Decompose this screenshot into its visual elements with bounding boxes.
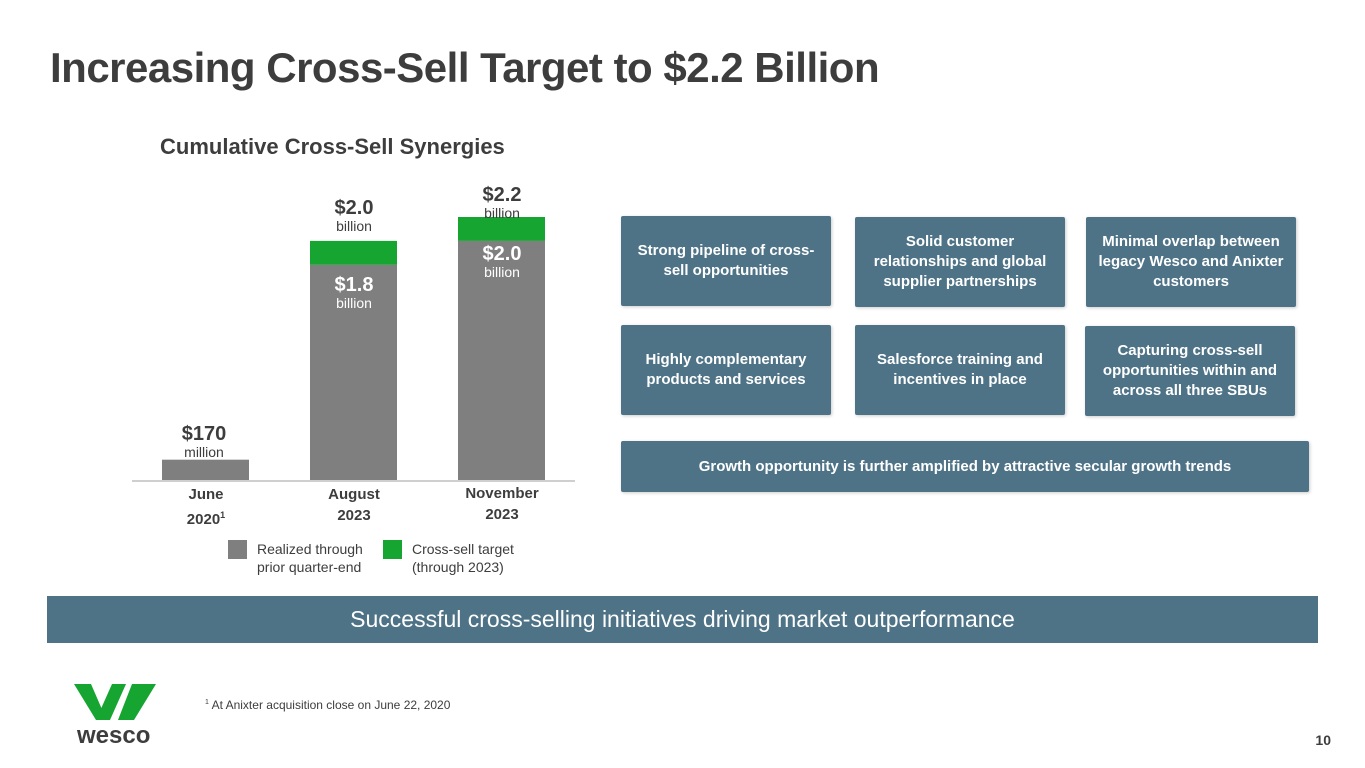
category-label-june: June 20201 (186, 486, 226, 528)
legend-item-target: Cross-sell target (through 2023) (383, 540, 532, 576)
legend-label-target: Cross-sell target (through 2023) (412, 541, 514, 575)
legend-swatch-realized (228, 540, 247, 559)
info-box-customer-relationships: Solid customer relationships and global … (855, 217, 1065, 307)
bar-total-label-june: $170 million (181, 423, 227, 460)
bar-total-label-august: $2.0 billion (334, 197, 374, 234)
info-box-salesforce-training: Salesforce training and incentives in pl… (855, 325, 1065, 415)
bar-realized-2 (458, 240, 545, 480)
info-box-capturing-opportunities: Capturing cross-sell opportunities withi… (1085, 326, 1295, 416)
page-number: 10 (1315, 732, 1331, 748)
info-box-complementary-products: Highly complementary products and servic… (621, 325, 831, 415)
legend-item-realized: Realized through prior quarter-end (228, 540, 377, 576)
chart-title: Cumulative Cross-Sell Synergies (160, 134, 505, 159)
bar-realized-0 (162, 459, 249, 480)
bar-target-1 (310, 240, 397, 265)
bar-realized-1 (310, 264, 397, 480)
category-label-august: August 2023 (328, 486, 380, 524)
bar-inner-label-november: $2.0 billion (482, 243, 522, 280)
legend-label-realized: Realized through prior quarter-end (257, 541, 363, 575)
info-box-minimal-overlap: Minimal overlap between legacy Wesco and… (1086, 217, 1296, 307)
category-label-november: November 2023 (465, 485, 539, 523)
wesco-logo-icon (74, 684, 156, 720)
slide-title: Increasing Cross-Sell Target to $2.2 Bil… (50, 44, 880, 91)
bar-target-2 (458, 217, 545, 241)
summary-banner: Successful cross-selling initiatives dri… (47, 596, 1318, 643)
wesco-logo-text: wesco (77, 722, 151, 749)
info-box-strong-pipeline: Strong pipeline of cross-sell opportunit… (621, 216, 831, 306)
growth-opportunity-box: Growth opportunity is further amplified … (621, 441, 1309, 492)
legend-swatch-target (383, 540, 402, 559)
footnote: 1 At Anixter acquisition close on June 2… (205, 698, 451, 712)
bar-total-label-november: $2.2 billion (482, 184, 522, 221)
bar-inner-label-august: $1.8 billion (334, 274, 374, 311)
